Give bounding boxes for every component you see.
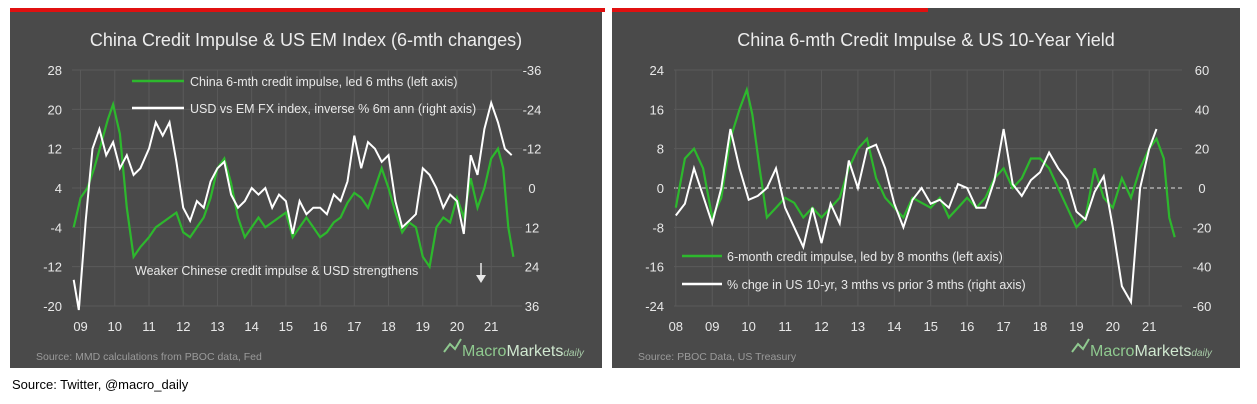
x-tick-label: 09 (73, 319, 87, 334)
x-tick-label: 15 (923, 319, 937, 334)
panel-accent-bar (612, 8, 928, 12)
left-tick-label: 20 (48, 102, 62, 117)
x-tick-label: 09 (705, 319, 719, 334)
x-tick-label: 11 (778, 319, 792, 334)
series-line-us-10yr-change (675, 128, 1158, 306)
left-tick-label: 0 (657, 181, 664, 196)
chart-source: Source: MMD calculations from PBOC data,… (36, 351, 262, 363)
x-tick-label: 15 (279, 319, 293, 334)
down-arrow-icon (476, 263, 486, 283)
series-line-china-credit-impulse (72, 100, 515, 270)
right-tick-label: 60 (1195, 63, 1209, 78)
left-tick-label: 24 (650, 63, 664, 78)
x-tick-label: 11 (142, 319, 156, 334)
right-tick-label: 36 (525, 299, 539, 314)
left-tick-label: -20 (43, 299, 62, 314)
series-line-credit-impulse (674, 85, 1176, 238)
left-tick-label: -4 (50, 220, 62, 235)
right-tick-label: 24 (525, 260, 539, 275)
left-axis-ticks: 24 16 8 0 -8 -16 -24 (645, 63, 664, 314)
x-tick-label: 13 (210, 319, 224, 334)
right-tick-label: -20 (1193, 220, 1212, 235)
gridlines (72, 69, 522, 307)
x-tick-label: 21 (1142, 319, 1156, 334)
x-axis-ticks: 09 10 11 12 13 14 15 16 17 18 19 20 21 (73, 319, 498, 334)
right-tick-label: 0 (1198, 181, 1205, 196)
chart-panel-right: China 6-mth Credit Impulse & US 10-Year … (612, 8, 1240, 368)
x-tick-label: 12 (176, 319, 190, 334)
left-tick-label: 12 (48, 142, 62, 157)
right-tick-label: -40 (1193, 260, 1212, 275)
right-tick-label: 0 (528, 181, 535, 196)
chart-source: Source: PBOC Data, US Treasury (638, 351, 797, 363)
logo-mark-icon (443, 338, 462, 353)
x-tick-label: 19 (416, 319, 430, 334)
logo-mark-icon (1071, 338, 1090, 353)
x-tick-label: 14 (887, 319, 901, 334)
legend-entry-usd-vs-em-fx: USD vs EM FX index, inverse % 6m ann (ri… (190, 102, 476, 116)
x-tick-label: 19 (1069, 319, 1083, 334)
chart-title: China Credit Impulse & US EM Index (6-mt… (90, 30, 522, 50)
x-tick-label: 16 (313, 319, 327, 334)
right-axis-ticks: -36 -24 -12 0 12 24 36 (523, 63, 542, 314)
right-tick-label: -12 (523, 142, 542, 157)
chart-left-svg: China Credit Impulse & US EM Index (6-mt… (36, 30, 585, 363)
chart-title: China 6-mth Credit Impulse & US 10-Year … (737, 30, 1115, 50)
left-tick-label: 4 (55, 181, 62, 196)
x-tick-label: 20 (450, 319, 464, 334)
right-tick-label: 12 (525, 220, 539, 235)
x-tick-label: 14 (244, 319, 258, 334)
panel-accent-bar (10, 8, 605, 12)
x-tick-label: 13 (851, 319, 865, 334)
page-source-credit: Source: Twitter, @macro_daily (12, 377, 189, 392)
right-tick-label: -24 (523, 102, 542, 117)
chart-panel-left: China Credit Impulse & US EM Index (6-mt… (10, 8, 605, 368)
logo-text: MacroMarketsdaily (462, 343, 585, 360)
x-tick-label: 12 (814, 319, 828, 334)
x-tick-label: 20 (1106, 319, 1120, 334)
x-tick-label: 18 (381, 319, 395, 334)
chart-right-svg: China 6-mth Credit Impulse & US 10-Year … (638, 30, 1213, 363)
gridlines (674, 69, 1182, 307)
left-tick-label: -24 (645, 299, 664, 314)
x-tick-label: 10 (741, 319, 755, 334)
right-tick-label: -36 (523, 63, 542, 78)
legend-entry-china-credit-impulse: China 6-mth credit impulse, led 6 mths (… (190, 75, 457, 89)
legend-entry-us-10yr-change: % chge in US 10-yr, 3 mths vs prior 3 mt… (727, 278, 1026, 292)
right-tick-label: 40 (1195, 102, 1209, 117)
left-tick-label: -8 (652, 220, 664, 235)
right-tick-label: -60 (1193, 299, 1212, 314)
brand-logo: MacroMarketsdaily (1071, 338, 1213, 360)
brand-logo: MacroMarketsdaily (443, 338, 585, 360)
x-tick-label: 08 (669, 319, 683, 334)
x-tick-label: 10 (108, 319, 122, 334)
left-tick-label: -12 (43, 260, 62, 275)
legend-entry-credit-impulse: 6-month credit impulse, led by 8 months … (727, 250, 1003, 264)
x-tick-label: 17 (347, 319, 361, 334)
series-line-usd-vs-em-fx (72, 99, 513, 311)
x-tick-label: 18 (1033, 319, 1047, 334)
left-tick-label: 16 (650, 102, 664, 117)
left-tick-label: -16 (645, 260, 664, 275)
x-tick-label: 21 (484, 319, 498, 334)
chart-annotation: Weaker Chinese credit impulse & USD stre… (135, 264, 418, 278)
left-tick-label: 28 (48, 63, 62, 78)
right-axis-ticks: 60 40 20 0 -20 -40 -60 (1193, 63, 1212, 314)
x-tick-label: 17 (996, 319, 1010, 334)
legend: China 6-mth credit impulse, led 6 mths (… (132, 75, 476, 116)
right-tick-label: 20 (1195, 142, 1209, 157)
x-tick-label: 16 (960, 319, 974, 334)
left-tick-label: 8 (657, 142, 664, 157)
left-axis-ticks: 28 20 12 4 -4 -12 -20 (43, 63, 62, 314)
x-axis-ticks: 08 09 10 11 12 13 14 15 16 17 18 19 20 21 (669, 319, 1157, 334)
logo-text: MacroMarketsdaily (1090, 343, 1213, 360)
legend: 6-month credit impulse, led by 8 months … (682, 250, 1026, 292)
